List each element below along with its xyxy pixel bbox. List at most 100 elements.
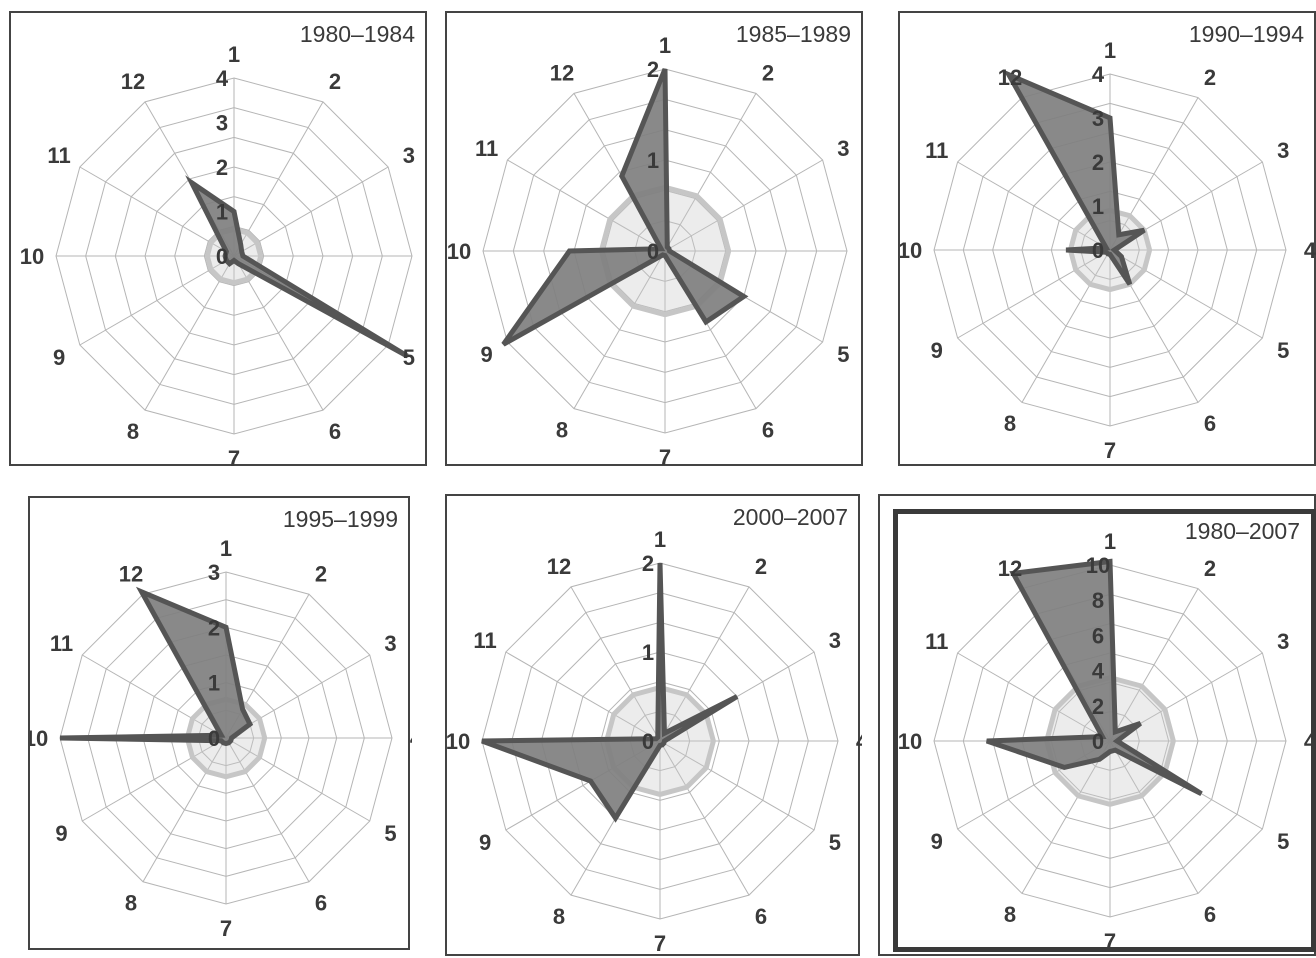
category-label: 2 [1204, 65, 1216, 90]
scale-label: 10 [1086, 553, 1110, 578]
scale-label: 3 [208, 560, 220, 585]
category-label: 8 [125, 891, 137, 916]
category-label: 11 [925, 629, 948, 654]
category-label: 1 [654, 527, 666, 552]
scale-label: 8 [1092, 588, 1104, 613]
category-label: 12 [998, 556, 1022, 581]
category-label: 5 [837, 342, 849, 367]
category-label: 4 [1304, 729, 1316, 754]
category-label: 6 [1204, 411, 1216, 436]
scale-label: 0 [216, 244, 228, 269]
data-series [482, 563, 737, 818]
category-label: 3 [384, 631, 396, 656]
category-label: 12 [547, 554, 571, 579]
scale-label: 2 [1092, 694, 1104, 719]
category-label: 8 [556, 417, 568, 442]
panel-title: 1985–1989 [736, 21, 851, 48]
panel-title: 1980–2007 [1185, 518, 1300, 545]
category-label: 2 [1204, 556, 1216, 581]
category-label: 8 [1004, 902, 1016, 927]
category-label: 10 [447, 239, 471, 264]
category-label: 8 [553, 904, 565, 929]
category-label: 3 [837, 136, 849, 161]
scale-label: 0 [208, 726, 220, 751]
category-label: 10 [30, 726, 48, 751]
category-label: 7 [228, 446, 240, 468]
category-label: 6 [755, 904, 767, 929]
category-label: 11 [50, 631, 73, 656]
panel-title: 1995–1999 [283, 506, 398, 533]
scale-label: 2 [1092, 150, 1104, 175]
category-label: 10 [900, 238, 922, 263]
category-label: 9 [931, 338, 943, 363]
category-label: 10 [447, 729, 470, 754]
category-label: 1 [220, 536, 232, 561]
category-label: 12 [550, 61, 574, 86]
scale-label: 0 [647, 239, 659, 264]
scale-label: 1 [642, 640, 654, 665]
category-label: 10 [898, 729, 922, 754]
category-label: 3 [403, 143, 415, 168]
scale-label: 3 [1092, 106, 1104, 131]
category-label: 5 [1277, 829, 1289, 854]
category-label: 6 [1204, 902, 1216, 927]
category-label: 8 [1004, 411, 1016, 436]
category-label: 6 [329, 419, 341, 444]
category-label: 8 [127, 419, 139, 444]
category-label: 1 [228, 42, 240, 67]
scale-label: 0 [1092, 238, 1104, 263]
scale-label: 2 [216, 155, 228, 180]
category-label: 4 [1304, 238, 1316, 263]
category-label: 3 [1277, 629, 1289, 654]
category-label: 2 [329, 69, 341, 94]
category-label: 9 [55, 821, 67, 846]
category-label: 2 [755, 554, 767, 579]
category-label: 5 [829, 830, 841, 855]
category-label: 11 [47, 143, 70, 168]
category-label: 2 [315, 561, 327, 586]
category-label: 6 [762, 417, 774, 442]
category-label: 7 [1104, 929, 1116, 954]
scale-label: 1 [647, 148, 659, 173]
panel-title: 1990–1994 [1189, 21, 1304, 48]
category-label: 12 [119, 561, 143, 586]
scale-label: 0 [642, 729, 654, 754]
category-label: 5 [1277, 338, 1289, 363]
scale-label: 4 [1092, 62, 1105, 87]
category-label: 1 [1104, 529, 1116, 554]
category-label: 1 [659, 33, 671, 58]
data-series [60, 592, 250, 744]
category-label: 11 [475, 136, 498, 161]
scale-label: 2 [647, 57, 659, 82]
category-label: 3 [829, 628, 841, 653]
category-label: 5 [384, 821, 396, 846]
scale-label: 2 [642, 551, 654, 576]
scale-label: 1 [1092, 194, 1104, 219]
category-label: 7 [220, 916, 232, 941]
panel-title: 2000–2007 [733, 504, 848, 531]
category-label: 11 [925, 138, 948, 163]
category-label: 1 [1104, 38, 1116, 63]
category-label: 9 [931, 829, 943, 854]
scale-label: 2 [208, 615, 220, 640]
category-label: 4 [410, 726, 412, 751]
scale-label: 4 [1092, 659, 1105, 684]
category-label: 7 [654, 931, 666, 956]
category-label: 9 [53, 345, 65, 370]
panel-title: 1980–1984 [300, 21, 415, 48]
category-label: 4 [856, 729, 862, 754]
category-label: 10 [20, 244, 44, 269]
category-label: 7 [1104, 438, 1116, 463]
